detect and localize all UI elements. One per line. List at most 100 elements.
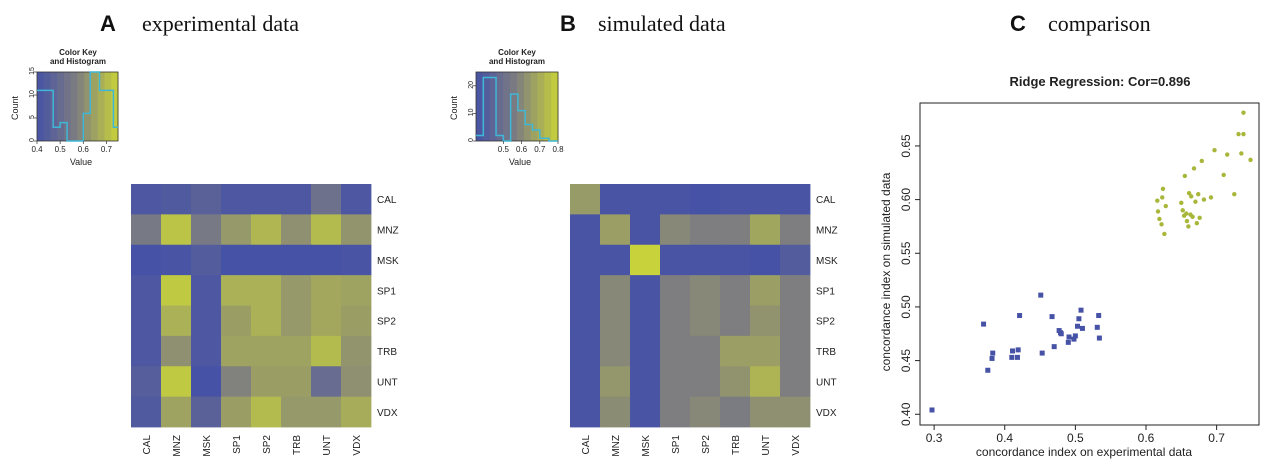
- color-key-histogram: [37, 71, 118, 142]
- heatmap-cell: [630, 244, 661, 276]
- heatmap-cell: [690, 366, 721, 398]
- heatmap-row-label: TRB: [377, 347, 397, 358]
- heatmap-cell: [630, 214, 661, 246]
- heatmap-cell: [251, 335, 282, 367]
- color-key-band: [489, 72, 497, 141]
- scatter-point-circle: [1193, 199, 1198, 204]
- heatmap-col-label: VDX: [352, 435, 363, 456]
- heatmap-row-label: VDX: [377, 408, 398, 419]
- heatmap-cell: [750, 305, 781, 337]
- heatmap-cell: [570, 335, 601, 367]
- heatmap-cell: [131, 244, 162, 276]
- scatter-point-square: [1051, 344, 1057, 350]
- color-key-band: [111, 72, 119, 141]
- color-key-band: [91, 72, 99, 141]
- color-key-histogram: [476, 76, 558, 142]
- heatmap-cell: [630, 305, 661, 337]
- heatmap-cell: [131, 366, 162, 398]
- heatmap-cell: [131, 305, 162, 337]
- color-key-band: [476, 72, 484, 141]
- scatter-point-square: [990, 350, 996, 356]
- scatter-point-circle: [1196, 192, 1201, 197]
- heatmap-cell: [600, 366, 631, 398]
- heatmap-row-label: MNZ: [816, 226, 838, 237]
- heatmap-cell: [660, 305, 691, 337]
- color-key-band: [64, 72, 72, 141]
- scatter-point-circle: [1180, 208, 1185, 213]
- heatmap-col-label: CAL: [142, 435, 153, 455]
- scatter-point-square: [1014, 354, 1020, 360]
- heatmap-cell: [780, 214, 811, 246]
- heatmap-cell: [161, 184, 192, 215]
- heatmap-cell: [251, 305, 282, 337]
- heatmap-cell: [690, 184, 721, 215]
- heatmap-cell: [780, 184, 811, 215]
- color-key-x-tick-label: 0.6: [516, 145, 528, 154]
- heatmap-cell: [750, 396, 781, 428]
- color-key-x-tick-label: 0.6: [78, 145, 90, 154]
- scatter-point-square: [1009, 354, 1015, 360]
- color-key-band: [530, 72, 538, 141]
- heatmap-cell: [750, 214, 781, 246]
- heatmap-cell: [281, 184, 312, 215]
- heatmap-cell: [161, 335, 192, 367]
- heatmap-cell: [630, 335, 661, 367]
- heatmap-cell: [600, 305, 631, 337]
- color-key-band: [50, 72, 58, 141]
- color-key-b: Color Key and Histogram Count Value 0.5 0…: [449, 48, 564, 167]
- heatmap-cell: [281, 305, 312, 337]
- heatmap-cell: [341, 275, 372, 306]
- heatmap-a: CAL MNZ MSK SP1 SP2 TRB UNT VDX CAL MNZ MSK SP1 SP2 T…: [131, 184, 399, 457]
- color-key-frame: [475, 71, 559, 142]
- scatter-point-circle: [1186, 224, 1191, 229]
- scatter-point-square: [1049, 314, 1055, 320]
- scatter-point-circle: [1155, 198, 1160, 203]
- heatmap-col-label: MSK: [641, 435, 652, 457]
- heatmap-cell: [191, 335, 222, 367]
- color-key-band: [482, 72, 491, 141]
- heatmap-cell: [221, 396, 252, 428]
- scatter-point-square: [1074, 323, 1080, 329]
- scatter-point-square: [1038, 292, 1044, 298]
- heatmap-cell: [191, 184, 222, 215]
- scatter-point-circle: [1199, 158, 1204, 164]
- scatter-point-circle: [1160, 195, 1165, 200]
- heatmap-cell: [311, 275, 342, 306]
- color-key-x-tick-label: 0.5: [55, 145, 67, 154]
- heatmap-cell: [161, 214, 192, 246]
- heatmap-cell: [191, 244, 222, 276]
- heatmap-cell: [311, 244, 342, 276]
- heatmap-cell: [720, 184, 751, 215]
- heatmap-row-label: MSK: [377, 256, 399, 267]
- scatter-y-tick-label: 0.50: [899, 295, 913, 319]
- heatmap-cell: [131, 184, 162, 215]
- heatmap-cell: [191, 305, 222, 337]
- heatmap-cell: [570, 396, 601, 428]
- scatter-point-square: [1039, 350, 1045, 356]
- scatter-point-square: [981, 321, 987, 327]
- heatmap-cell: [570, 275, 601, 306]
- scatter-y-tick-label: 0.40: [899, 402, 913, 426]
- scatter-point-square: [1071, 336, 1077, 342]
- heatmap-row-label: UNT: [377, 377, 398, 388]
- heatmap-cell: [780, 366, 811, 398]
- scatter-point-circle: [1212, 148, 1217, 153]
- scatter-title: Ridge Regression: Cor=0.896: [1010, 74, 1191, 89]
- heatmap-cell: [660, 366, 691, 398]
- scatter-point-square: [1010, 348, 1016, 354]
- panel-b-title: simulated data: [598, 11, 726, 36]
- scatter-point-circle: [1184, 211, 1189, 216]
- panel-b-letter: B: [560, 11, 576, 36]
- color-key-a-xlabel: Value: [70, 157, 92, 167]
- heatmap-cell: [780, 335, 811, 367]
- heatmap-cell: [750, 275, 781, 306]
- color-key-band: [496, 72, 504, 141]
- scatter-point-circle: [1160, 186, 1166, 192]
- color-key-band: [510, 72, 518, 141]
- heatmap-cell: [780, 275, 811, 306]
- scatter-point-square: [1058, 331, 1064, 337]
- scatter-point-square: [1065, 339, 1071, 345]
- color-key-x-tick-label: 0.4: [31, 145, 43, 154]
- color-key-band: [523, 72, 532, 141]
- heatmap-row-label: SP2: [816, 317, 835, 328]
